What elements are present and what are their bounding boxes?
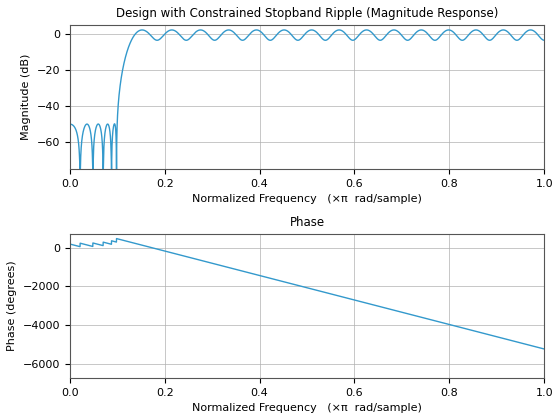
Y-axis label: Phase (degrees): Phase (degrees) bbox=[7, 260, 17, 351]
X-axis label: Normalized Frequency   (×π  rad/sample): Normalized Frequency (×π rad/sample) bbox=[192, 403, 422, 413]
X-axis label: Normalized Frequency   (×π  rad/sample): Normalized Frequency (×π rad/sample) bbox=[192, 194, 422, 205]
Title: Design with Constrained Stopband Ripple (Magnitude Response): Design with Constrained Stopband Ripple … bbox=[116, 7, 498, 20]
Title: Phase: Phase bbox=[290, 215, 325, 228]
Y-axis label: Magnitude (dB): Magnitude (dB) bbox=[21, 54, 31, 140]
